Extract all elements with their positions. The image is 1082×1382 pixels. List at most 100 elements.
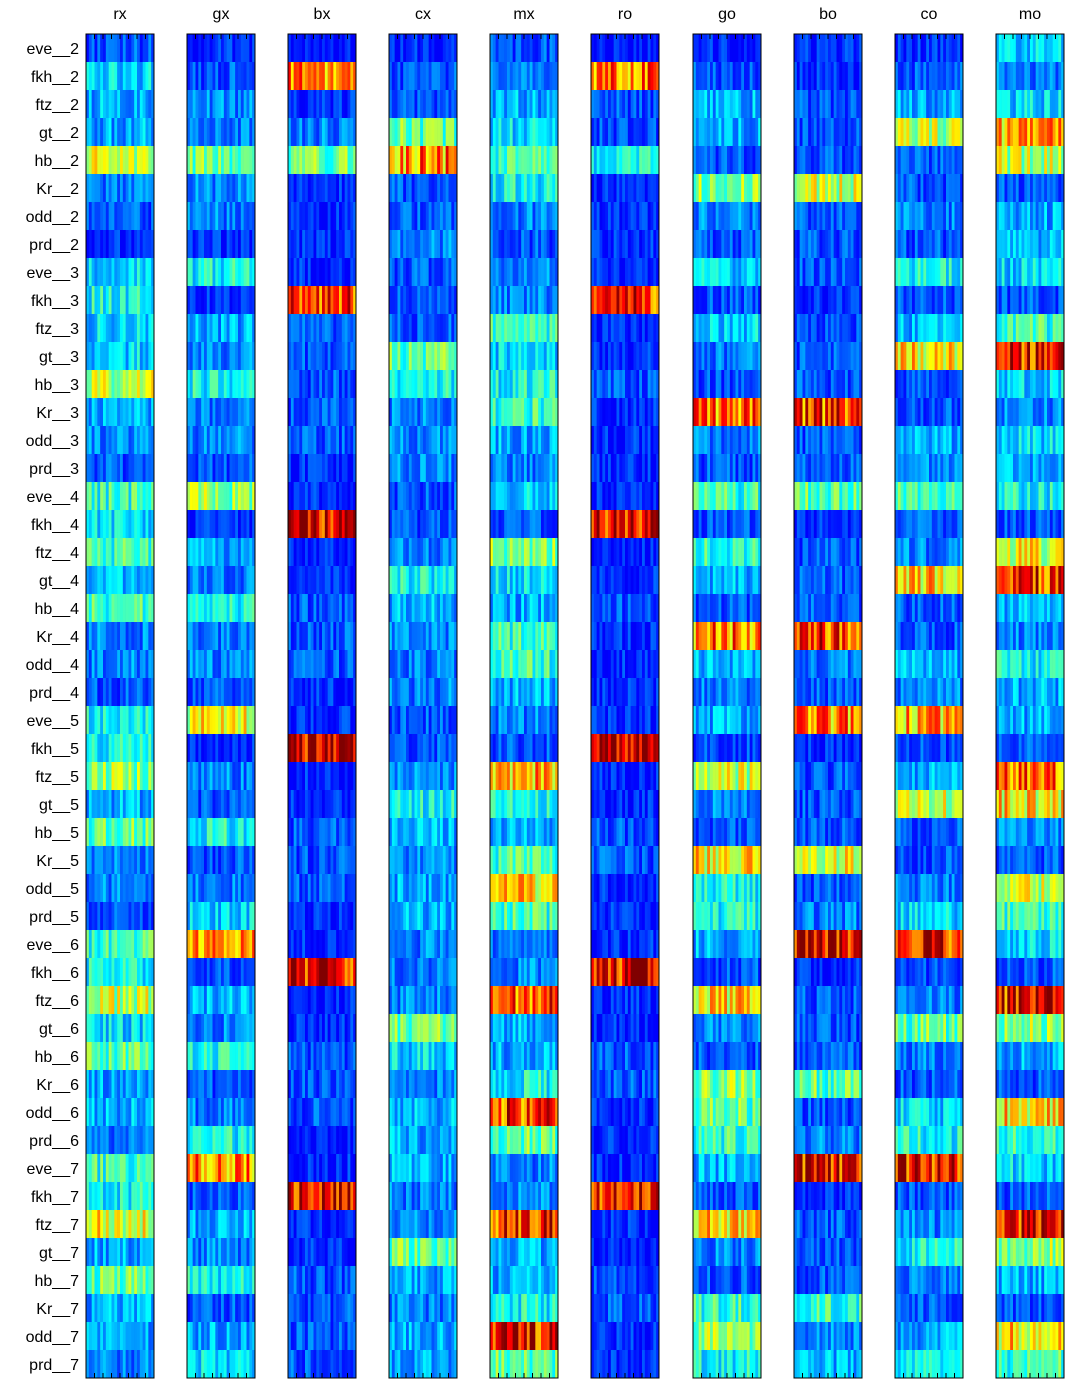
heatmap-cell — [299, 482, 303, 511]
heatmap-cell — [417, 510, 421, 539]
heatmap-cell — [322, 1126, 326, 1155]
heatmap-cell — [310, 1350, 314, 1379]
heatmap-cell — [91, 62, 95, 91]
heatmap-cell — [215, 846, 219, 875]
heatmap-cell — [403, 622, 407, 651]
heatmap-cell — [299, 454, 303, 483]
heatmap-cell — [408, 1210, 412, 1239]
heatmap-cell — [97, 398, 101, 427]
heatmap-cell — [94, 930, 98, 959]
heatmap-cell — [423, 1210, 427, 1239]
heatmap-cell — [310, 594, 314, 623]
heatmap-cell — [212, 62, 216, 91]
heatmap-cell — [411, 1322, 415, 1351]
heatmap-cell — [134, 1266, 138, 1295]
heatmap-cell — [313, 902, 317, 931]
heatmap-cell — [91, 1042, 95, 1071]
heatmap-cell — [389, 314, 393, 343]
heatmap-cell — [117, 90, 121, 119]
heatmap-cell — [86, 706, 90, 735]
heatmap-cell — [408, 594, 412, 623]
heatmap-cell — [195, 1070, 199, 1099]
heatmap-cell — [397, 62, 401, 91]
heatmap-cell — [187, 90, 191, 119]
heatmap-cell — [134, 146, 138, 175]
heatmap-cell — [235, 146, 239, 175]
heatmap-cell — [333, 62, 337, 91]
heatmap-cell — [350, 314, 354, 343]
heatmap-cell — [507, 314, 511, 343]
heatmap-cell — [151, 510, 155, 539]
heatmap-cell — [339, 762, 343, 791]
heatmap-cell — [389, 370, 393, 399]
heatmap-cell — [336, 174, 340, 203]
heatmap-cell — [111, 818, 115, 847]
heatmap-cell — [333, 342, 337, 371]
heatmap-cell — [215, 482, 219, 511]
heatmap-cell — [423, 622, 427, 651]
heatmap-cell — [142, 174, 146, 203]
heatmap-cell — [391, 174, 395, 203]
heatmap-cell — [437, 1042, 441, 1071]
heatmap-cell — [139, 622, 143, 651]
heatmap-cell — [125, 930, 129, 959]
heatmap-cell — [204, 1294, 208, 1323]
heatmap-cell — [252, 930, 256, 959]
heatmap-cell — [111, 426, 115, 455]
heatmap-cell — [442, 622, 446, 651]
heatmap-cell — [431, 1350, 435, 1379]
panel-mx — [489, 33, 559, 1379]
heatmap-cell — [218, 1070, 222, 1099]
heatmap-cell — [145, 846, 149, 875]
heatmap-cell — [105, 146, 109, 175]
heatmap-cell — [344, 678, 348, 707]
heatmap-cell — [111, 230, 115, 259]
heatmap-cell — [305, 874, 309, 903]
heatmap-cell — [442, 762, 446, 791]
heatmap-cell — [145, 1014, 149, 1043]
heatmap-cell — [440, 370, 444, 399]
heatmap-cell — [552, 202, 556, 231]
heatmap-cell — [125, 1098, 129, 1127]
heatmap-cell — [423, 90, 427, 119]
heatmap-cell — [148, 650, 152, 679]
heatmap-cell — [204, 930, 208, 959]
heatmap-cell — [347, 538, 351, 567]
heatmap-cell — [229, 1070, 233, 1099]
heatmap-cell — [305, 398, 309, 427]
heatmap-cell — [448, 62, 452, 91]
heatmap-cell — [212, 902, 216, 931]
heatmap-cell — [397, 146, 401, 175]
heatmap-cell — [341, 90, 345, 119]
heatmap-cell — [122, 62, 126, 91]
heatmap-cell — [437, 398, 441, 427]
heatmap-cell — [142, 594, 146, 623]
heatmap-cell — [226, 734, 230, 763]
heatmap-cell — [209, 230, 213, 259]
heatmap-cell — [252, 538, 256, 567]
heatmap-cell — [389, 734, 393, 763]
heatmap-cell — [218, 566, 222, 595]
heatmap-cell — [400, 678, 404, 707]
heatmap-cell — [290, 986, 294, 1015]
heatmap-cell — [86, 510, 90, 539]
heatmap-cell — [417, 174, 421, 203]
heatmap-cell — [406, 1210, 410, 1239]
heatmap-cell — [434, 118, 438, 147]
heatmap-cell — [391, 202, 395, 231]
heatmap-cell — [322, 706, 326, 735]
heatmap-cell — [541, 202, 545, 231]
heatmap-cell — [431, 482, 435, 511]
heatmap-cell — [428, 398, 432, 427]
heatmap-cell — [397, 594, 401, 623]
heatmap-cell — [238, 370, 242, 399]
heatmap-cell — [347, 230, 351, 259]
heatmap-cell — [131, 342, 135, 371]
heatmap-cell — [100, 1294, 104, 1323]
heatmap-cell — [206, 146, 210, 175]
heatmap-cell — [417, 62, 421, 91]
heatmap-cell — [451, 1042, 455, 1071]
heatmap-cell — [414, 342, 418, 371]
heatmap-cell — [91, 846, 95, 875]
heatmap-cell — [336, 1266, 340, 1295]
